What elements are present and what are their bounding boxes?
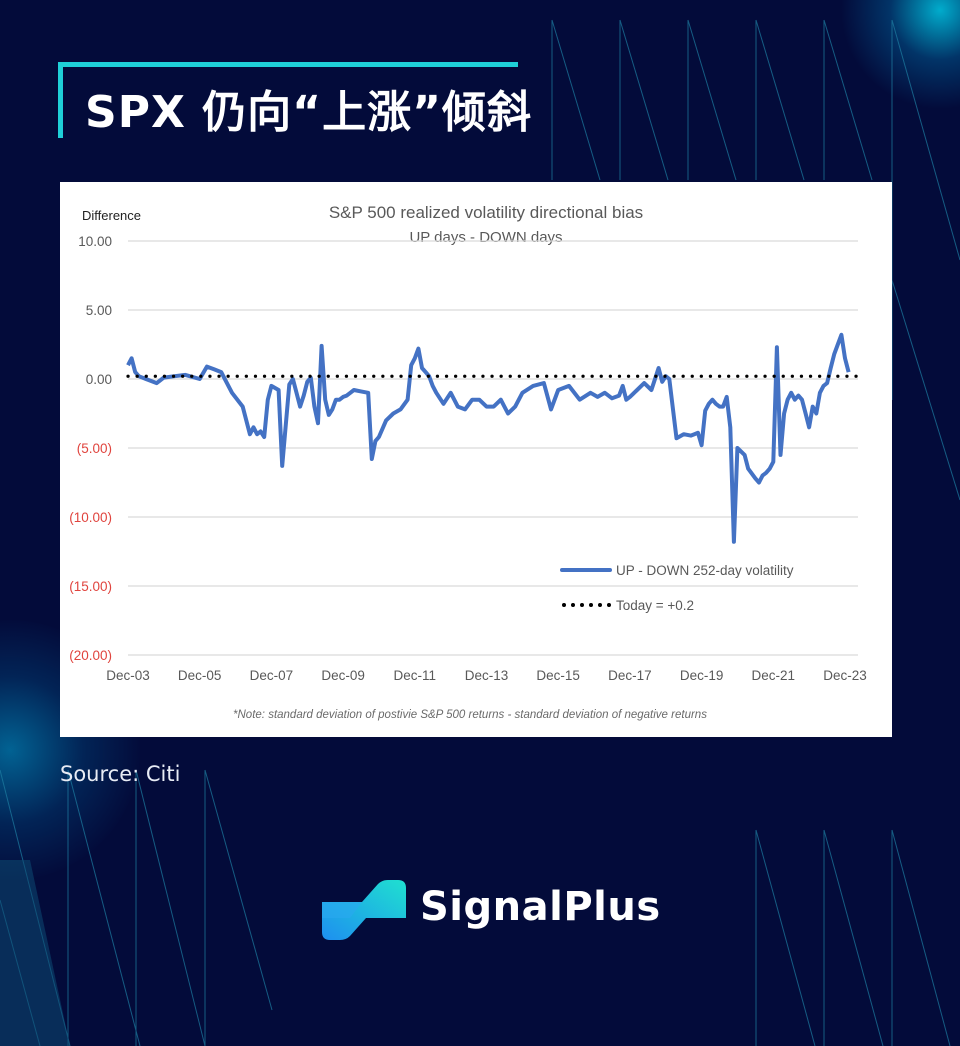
x-tick-label: Dec-09 [321, 668, 365, 683]
x-tick-label: Dec-15 [536, 668, 580, 683]
x-tick-label: Dec-13 [465, 668, 509, 683]
x-tick-label: Dec-07 [250, 668, 294, 683]
x-tick-label: Dec-03 [106, 668, 150, 683]
chart-gridlines [128, 240, 858, 656]
title-block: SPX 仍向“上涨”倾斜 [58, 62, 531, 138]
y-axis-ticks: 10.00 5.00 0.00 (5.00) (10.00) (15.00) (20.00) [69, 234, 112, 663]
legend-series-1: UP - DOWN 252-day volatility [616, 563, 794, 578]
signalplus-logo-icon [322, 880, 406, 940]
y-tick-label: (20.00) [69, 648, 112, 663]
x-tick-label: Dec-05 [178, 668, 222, 683]
legend-series-2: Today = +0.2 [616, 598, 694, 613]
x-tick-label: Dec-21 [752, 668, 796, 683]
x-tick-label: Dec-23 [823, 668, 867, 683]
chart-subtitle: UP days - DOWN days [409, 229, 562, 246]
legend-dotted-line-icon [562, 603, 611, 607]
y-tick-label: 10.00 [78, 234, 112, 249]
y-tick-label: 0.00 [86, 372, 112, 387]
chart-legend: UP - DOWN 252-day volatility Today = +0.… [560, 563, 794, 613]
title-accent-bar-left [58, 62, 63, 138]
chart-title: S&P 500 realized volatility directional … [329, 203, 643, 222]
page-title: SPX 仍向“上涨”倾斜 [85, 87, 533, 138]
y-axis-label: Difference [82, 208, 141, 223]
x-tick-label: Dec-17 [608, 668, 652, 683]
y-tick-label: 5.00 [86, 303, 112, 318]
title-accent-bar-top [58, 62, 518, 67]
line-chart: S&P 500 realized volatility directional … [69, 203, 867, 721]
series-line-up-down-volatility [126, 332, 851, 544]
x-tick-label: Dec-11 [394, 668, 437, 683]
y-tick-label: (15.00) [69, 579, 112, 594]
chart-card: S&P 500 realized volatility directional … [60, 182, 892, 737]
x-axis-ticks: Dec-03 Dec-05 Dec-07 Dec-09 Dec-11 Dec-13 Dec-… [106, 668, 867, 683]
x-tick-label: Dec-19 [680, 668, 724, 683]
chart-note: *Note: standard deviation of postivie S&… [233, 709, 707, 721]
y-tick-label: (10.00) [69, 510, 112, 525]
source-label: Source: Citi [60, 762, 181, 786]
brand-logo: SignalPlus [322, 878, 660, 942]
y-tick-label: (5.00) [77, 441, 112, 456]
chart-series [126, 332, 860, 544]
brand-name: SignalPlus [420, 884, 661, 930]
